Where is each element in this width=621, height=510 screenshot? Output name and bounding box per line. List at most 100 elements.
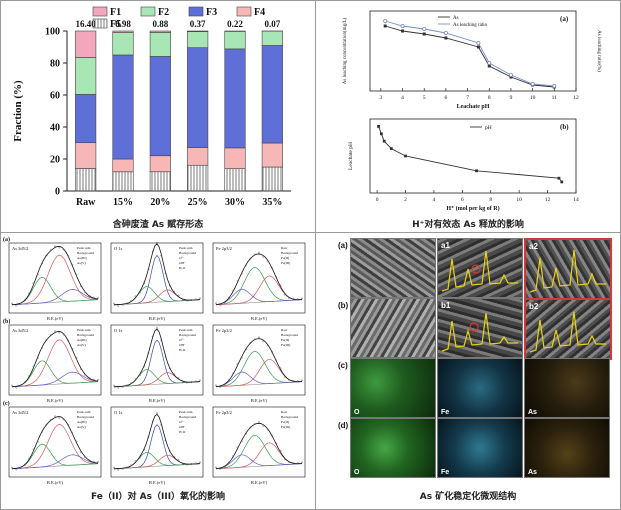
- xps-raw-point: [292, 298, 295, 301]
- x-tick-label: Raw: [76, 197, 96, 208]
- bar-segment-f3: [187, 47, 209, 148]
- xps-raw-point: [219, 468, 222, 471]
- xps-plot-frame: [110, 242, 204, 314]
- xps-raw-point: [223, 465, 226, 468]
- xps-legend-label: As(V): [77, 343, 87, 347]
- xps-raw-point: [11, 466, 13, 469]
- xps-raw-point: [97, 460, 99, 463]
- data-point: [389, 147, 393, 150]
- xps-raw-point: [301, 461, 303, 464]
- bar-segment-f3: [75, 94, 97, 144]
- xps-legend-label: H₂O: [179, 266, 186, 270]
- x-tick-label: 2: [404, 197, 407, 203]
- xps-raw-point: [58, 246, 61, 249]
- legend-label: As: [453, 16, 459, 21]
- plot-frame: [369, 118, 577, 194]
- xps-legend-label: H₂O: [179, 430, 186, 434]
- xps-raw-point: [88, 295, 91, 297]
- xps-legend-label: Peak sum: [77, 246, 91, 250]
- eds-map-d-iron: Fe: [437, 418, 523, 478]
- xps-raw-point: [156, 327, 158, 329]
- xps-raw-point: [232, 372, 235, 375]
- bar-segment-f2: [261, 30, 283, 46]
- xps-x-axis-label: B.E.(eV): [149, 398, 166, 403]
- data-point: [382, 139, 386, 143]
- bar-segment-f1: [112, 30, 134, 33]
- bar-segment-f5: [149, 171, 171, 192]
- eds-map-d-oxygen: O: [350, 418, 436, 478]
- xps-raw-point: [15, 468, 18, 471]
- x-tick-label: 3: [379, 95, 382, 101]
- xps-raw-point: [54, 330, 56, 333]
- bar-segment-f5: [261, 166, 283, 192]
- xps-raw-point: [194, 298, 197, 301]
- xps-panel-title: As 3d5/2: [12, 328, 28, 333]
- xps-raw-point: [147, 352, 150, 355]
- bar-segment-f2: [224, 31, 246, 50]
- xps-raw-point: [266, 428, 269, 431]
- xps-raw-point: [199, 297, 201, 300]
- data-point: [487, 64, 491, 68]
- xps-row-label: (c): [3, 400, 10, 407]
- xps-raw-point: [240, 440, 243, 443]
- data-point: [400, 23, 405, 28]
- sem-image-b2: b2: [524, 298, 612, 360]
- xps-legend-label: Peak sum: [77, 410, 91, 414]
- sem-image-b: [350, 298, 436, 358]
- xps-component-curve: [11, 454, 99, 470]
- sem-sub-label-b2: b2: [529, 302, 539, 311]
- xps-raw-point: [156, 241, 158, 244]
- sem-image-a: [350, 238, 436, 298]
- xps-legend-label: Background: [77, 415, 94, 419]
- bar-segment-f3: [149, 56, 171, 157]
- sem-image-a2: a2: [524, 238, 612, 300]
- xps-component-curve: [11, 289, 99, 306]
- bar-top-label: 0.98: [115, 19, 131, 29]
- xps-raw-point: [134, 377, 137, 380]
- xps-raw-point: [36, 273, 39, 276]
- xps-raw-point: [253, 253, 256, 256]
- xps-raw-point: [32, 282, 35, 285]
- xps-raw-point: [223, 301, 226, 304]
- xps-peak-sum-curve: [215, 253, 303, 306]
- xps-raw-point: [270, 350, 273, 353]
- xps-raw-point: [134, 460, 137, 463]
- xps-legend-label: O²⁻: [179, 420, 185, 424]
- data-point: [379, 132, 383, 136]
- xps-raw-point: [236, 280, 239, 283]
- y-tick-label: 100: [45, 27, 60, 38]
- xps-raw-point: [296, 462, 299, 464]
- xps-raw-point: [121, 385, 124, 388]
- x-tick-label: 4: [401, 95, 404, 101]
- xps-raw-point: [160, 339, 163, 342]
- xps-row-label: (b): [3, 318, 10, 325]
- y-tick-label: 40: [50, 123, 60, 134]
- xps-raw-point: [253, 338, 256, 340]
- x-tick-label: 25%: [188, 197, 208, 208]
- y-axis-label-right: As leaching ratio(%): [596, 30, 601, 72]
- xps-raw-point: [219, 386, 222, 388]
- xps-raw-point: [143, 282, 146, 285]
- xps-legend-label: Raw: [281, 410, 288, 414]
- bar-top-label: 0.88: [152, 19, 168, 29]
- eds-map-label: As: [528, 469, 537, 476]
- xps-raw-point: [45, 339, 48, 342]
- xps-raw-point: [49, 249, 52, 252]
- sem-sub-label-a1: a1: [441, 241, 450, 250]
- xps-raw-point: [71, 431, 74, 434]
- xps-raw-point: [186, 299, 189, 302]
- xps-raw-point: [126, 302, 128, 305]
- xps-plot-frame: [110, 406, 204, 478]
- xps-legend-label: Peak sum: [179, 328, 193, 332]
- xps-raw-point: [79, 368, 82, 371]
- frame-top: [0, 0, 621, 1]
- x-tick-label: 35%: [262, 197, 282, 208]
- xps-legend-label: Peak sum: [179, 410, 193, 414]
- xps-raw-point: [117, 386, 120, 389]
- xps-x-axis-label: B.E.(eV): [47, 316, 64, 321]
- x-tick-label: 5: [423, 95, 426, 101]
- xps-raw-point: [190, 463, 193, 465]
- xps-raw-point: [49, 334, 52, 336]
- legend-label-f5: F5: [110, 19, 121, 30]
- data-point: [383, 24, 387, 28]
